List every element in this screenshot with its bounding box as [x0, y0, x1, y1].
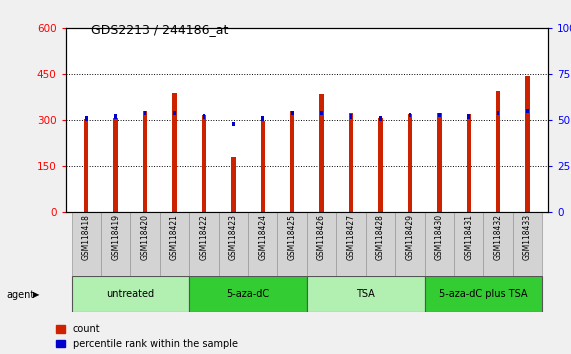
FancyBboxPatch shape: [513, 212, 542, 276]
Text: GSM118432: GSM118432: [494, 214, 502, 260]
Text: GSM118418: GSM118418: [82, 214, 91, 260]
FancyBboxPatch shape: [101, 212, 130, 276]
FancyBboxPatch shape: [307, 212, 336, 276]
FancyBboxPatch shape: [219, 212, 248, 276]
Bar: [349, 114, 352, 119]
Bar: [144, 111, 146, 115]
Text: TSA: TSA: [356, 289, 375, 299]
Text: 5-aza-dC plus TSA: 5-aza-dC plus TSA: [439, 289, 528, 299]
Text: GDS2213 / 244186_at: GDS2213 / 244186_at: [91, 23, 228, 36]
Text: GSM118423: GSM118423: [229, 214, 238, 260]
FancyBboxPatch shape: [71, 212, 101, 276]
Text: GSM118425: GSM118425: [288, 214, 297, 260]
Bar: [291, 111, 293, 115]
FancyBboxPatch shape: [130, 212, 160, 276]
FancyBboxPatch shape: [425, 276, 542, 312]
Bar: [408, 114, 412, 212]
Bar: [143, 111, 147, 212]
FancyBboxPatch shape: [425, 212, 454, 276]
Bar: [468, 114, 470, 119]
Bar: [378, 118, 383, 212]
Text: GSM118426: GSM118426: [317, 214, 326, 260]
Bar: [114, 114, 117, 119]
Text: GSM118427: GSM118427: [347, 214, 356, 260]
Bar: [320, 111, 323, 115]
Bar: [319, 94, 324, 212]
Bar: [231, 156, 236, 212]
Text: GSM118424: GSM118424: [258, 214, 267, 260]
Text: agent: agent: [7, 290, 35, 299]
Bar: [84, 119, 89, 212]
Bar: [379, 116, 382, 121]
FancyBboxPatch shape: [454, 212, 484, 276]
Bar: [497, 111, 500, 115]
Bar: [409, 113, 411, 117]
Text: GSM118433: GSM118433: [523, 214, 532, 261]
FancyBboxPatch shape: [366, 212, 395, 276]
Text: ▶: ▶: [33, 290, 39, 299]
FancyBboxPatch shape: [189, 276, 307, 312]
Text: 5-aza-dC: 5-aza-dC: [227, 289, 270, 299]
FancyBboxPatch shape: [395, 212, 425, 276]
Bar: [203, 114, 205, 119]
FancyBboxPatch shape: [189, 212, 219, 276]
Bar: [290, 111, 295, 212]
Bar: [232, 122, 235, 126]
Text: GSM118419: GSM118419: [111, 214, 120, 260]
Bar: [467, 114, 471, 212]
Bar: [349, 113, 353, 212]
FancyBboxPatch shape: [307, 276, 425, 312]
Bar: [260, 121, 265, 212]
FancyBboxPatch shape: [160, 212, 189, 276]
Bar: [496, 91, 500, 212]
Bar: [172, 93, 177, 212]
FancyBboxPatch shape: [278, 212, 307, 276]
Bar: [202, 115, 206, 212]
Bar: [438, 113, 441, 117]
FancyBboxPatch shape: [71, 276, 189, 312]
Text: GSM118421: GSM118421: [170, 214, 179, 260]
FancyBboxPatch shape: [336, 212, 366, 276]
Text: GSM118422: GSM118422: [199, 214, 208, 260]
Bar: [173, 111, 176, 115]
Bar: [262, 116, 264, 121]
Text: GSM118420: GSM118420: [140, 214, 150, 260]
Text: GSM118428: GSM118428: [376, 214, 385, 260]
Bar: [114, 118, 118, 212]
Bar: [437, 113, 441, 212]
Text: GSM118431: GSM118431: [464, 214, 473, 260]
Text: GSM118430: GSM118430: [435, 214, 444, 261]
Legend: count, percentile rank within the sample: count, percentile rank within the sample: [57, 324, 238, 349]
Bar: [85, 116, 87, 121]
Bar: [526, 109, 529, 114]
Bar: [525, 76, 530, 212]
FancyBboxPatch shape: [484, 212, 513, 276]
FancyBboxPatch shape: [248, 212, 278, 276]
Text: untreated: untreated: [106, 289, 154, 299]
Text: GSM118429: GSM118429: [405, 214, 415, 260]
